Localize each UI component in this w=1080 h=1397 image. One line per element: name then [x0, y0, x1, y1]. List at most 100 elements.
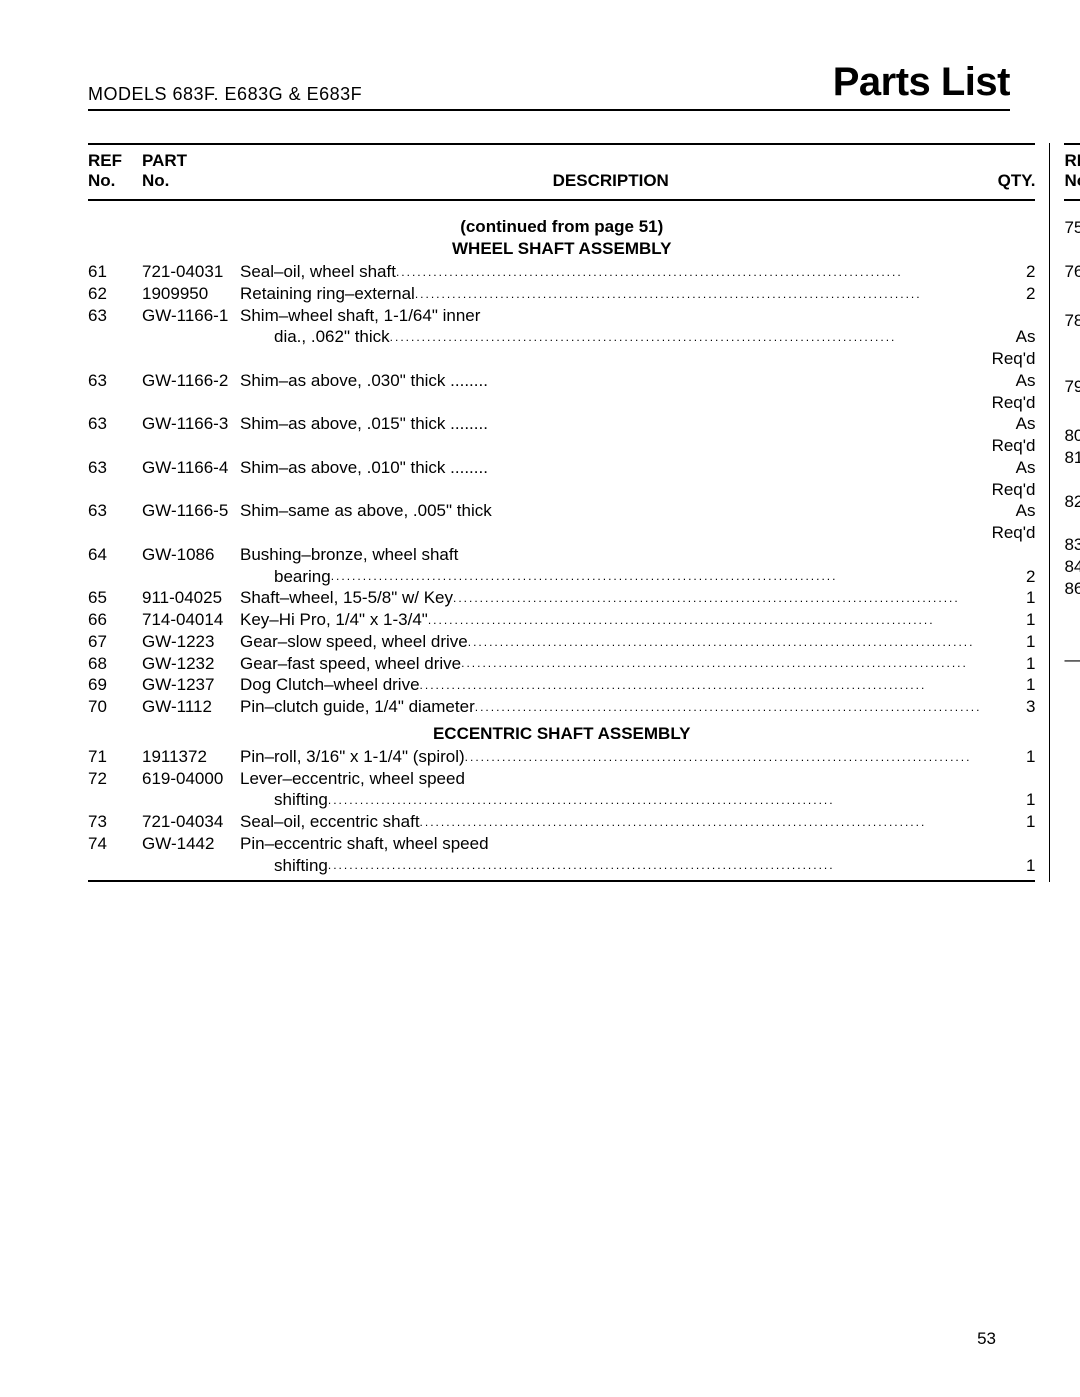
cell-qty: Req'd — [981, 435, 1035, 457]
table-row: 81GW-9928Washer–disc spring (concave), — [1064, 447, 1080, 469]
cell-ref: 63 — [88, 305, 142, 327]
cell-desc: Shim–as above, .010" thick ........ — [240, 457, 981, 479]
cell-ref — [88, 789, 142, 811]
table-row: 63GW-1166-5Shim–same as above, .005" thi… — [88, 500, 1035, 522]
table-row: 82GW-2126Post–with threaded hole for Ref… — [1064, 491, 1080, 513]
th-ref: REF — [88, 151, 142, 171]
table-row: 84GW-9122Plug–red plastic, thread protec… — [1064, 556, 1080, 578]
cell-qty: Req'd — [981, 522, 1035, 544]
cell-ref: 82 — [1064, 491, 1080, 513]
cell-ref — [1064, 469, 1080, 491]
cell-part: GW-1232 — [142, 653, 240, 675]
cell-ref — [1064, 239, 1080, 261]
left-body: WHEEL SHAFT ASSEMBLY61721-04031Seal–oil,… — [88, 239, 1035, 876]
header: MODELS 683F. E683G & E683F Parts List — [88, 60, 1010, 111]
cell-ref — [88, 326, 142, 348]
cell-part: GW-1166-1 — [142, 305, 240, 327]
table-row: etc.)1 — [1064, 736, 1080, 758]
table-row: 621909950Retaining ring–external2 — [88, 283, 1035, 305]
cell-desc: Lever–eccentric, wheel speed — [240, 768, 981, 790]
cell-part: GW-1166-5 — [142, 500, 240, 522]
cell-ref — [1064, 671, 1080, 693]
cell-ref: 86 — [1064, 578, 1080, 600]
table-row: (Empty housing without covers, — [1064, 332, 1080, 354]
cell-part: GW-1237 — [142, 674, 240, 696]
cell-desc: Shim–as above, .030" thick ........ — [240, 370, 981, 392]
cell-part: 1909950 — [142, 283, 240, 305]
cell-qty: As — [981, 457, 1035, 479]
cell-part — [142, 566, 240, 588]
cell-desc: Shim–wheel shaft, 1-1/64" inner — [240, 305, 981, 327]
cell-desc — [240, 522, 981, 544]
table-row: 68GW-1232Gear–fast speed, wheel drive1 — [88, 653, 1035, 675]
section-heading: WHEEL SHAFT ASSEMBLY — [88, 239, 1035, 259]
cell-qty: 1 — [981, 746, 1035, 768]
section-heading: MISCELLANEOUS PARTS — [1064, 403, 1080, 423]
cell-ref: 63 — [88, 413, 142, 435]
cell-ref: 63 — [88, 457, 142, 479]
cell-ref: 80 — [1064, 425, 1080, 447]
cell-ref: 72 — [88, 768, 142, 790]
cell-ref — [88, 435, 142, 457]
table-row: bearing2 — [88, 566, 1035, 588]
th-part-no: No. — [142, 171, 240, 191]
left-column: REF PART No. No. DESCRIPTION QTY. (conti… — [88, 143, 1050, 882]
cell-ref — [1064, 332, 1080, 354]
cell-qty: 2 — [981, 283, 1035, 305]
table-row: harness1 — [1064, 599, 1080, 621]
cell-part — [142, 789, 240, 811]
cell-ref — [1064, 736, 1080, 758]
cell-desc: Shim–as above, .015" thick ........ — [240, 413, 981, 435]
table-row: shifting1 — [1064, 239, 1080, 261]
cell-ref — [1064, 512, 1080, 534]
th-qty-label: QTY. — [981, 171, 1035, 191]
cell-qty: As — [981, 326, 1035, 348]
section-heading: TRANSMISSION HOUSING — [1064, 288, 1080, 308]
right-body: 75611-04003Eccentric Shaft–wheel speedsh… — [1064, 217, 1080, 758]
cell-part: GW-1166-4 — [142, 457, 240, 479]
cell-part: 619-04000 — [142, 768, 240, 790]
cell-qty: As — [981, 370, 1035, 392]
cell-qty: 1 — [981, 631, 1035, 653]
table-row: 75611-04003Eccentric Shaft–wheel speed — [1064, 217, 1080, 239]
table-row: domed side faces bolt head2 — [1064, 469, 1080, 491]
cell-ref: 70 — [88, 696, 142, 718]
table-row: No. 802 — [1064, 512, 1080, 534]
cell-part — [142, 479, 240, 501]
table-row: —618-04372Transmission –power unit — [1064, 649, 1080, 671]
models-label: MODELS 683F. E683G & E683F — [88, 84, 362, 105]
table-row: dia., .062" thickAs — [88, 326, 1035, 348]
cell-part: GW-1442 — [142, 833, 240, 855]
table-row: 63GW-1166-2Shim–as above, .030" thick ..… — [88, 370, 1035, 392]
table-row: shifting1 — [88, 789, 1035, 811]
cell-ref: 69 — [88, 674, 142, 696]
cell-qty — [981, 768, 1035, 790]
table-row: 86777I20944Decal–forward interlock wire — [1064, 578, 1080, 600]
cell-ref: 76 — [1064, 261, 1080, 283]
cell-part: GW-1166-3 — [142, 413, 240, 435]
table-row: NOT include Shift Lever and Bracket — [1064, 693, 1080, 715]
table-row: 801100067Bolt–hex hd., 1/2-13 x 2" Grade… — [1064, 425, 1080, 447]
cell-qty: Req'd — [981, 348, 1035, 370]
continued-note: (continued from page 51) — [88, 217, 1035, 237]
cell-qty: As — [981, 413, 1035, 435]
table-row: 66714-04014Key–Hi Pro, 1/4" x 1-3/4"1 — [88, 609, 1035, 631]
page-number: 53 — [977, 1329, 996, 1349]
cell-desc — [240, 348, 981, 370]
table-row: 64GW-1086Bushing–bronze, wheel shaft — [88, 544, 1035, 566]
cell-part: GW-1086 — [142, 544, 240, 566]
cell-ref: 74 — [88, 833, 142, 855]
cell-ref — [1064, 714, 1080, 736]
th-qty — [981, 151, 1035, 171]
table-row: shafts, gears, seals, etc.)1 — [1064, 354, 1080, 376]
cell-part: GW-1112 — [142, 696, 240, 718]
cell-ref: 63 — [88, 370, 142, 392]
cell-ref: 66 — [88, 609, 142, 631]
cell-desc: shifting — [240, 855, 981, 877]
cell-part — [142, 326, 240, 348]
cell-part — [142, 522, 240, 544]
table-row: 78GW-2109Housing–power unit transmission — [1064, 310, 1080, 332]
cell-ref — [88, 348, 142, 370]
section-heading: ECCENTRIC SHAFT ASSEMBLY — [88, 724, 1035, 744]
cell-part: 721-04034 — [142, 811, 240, 833]
